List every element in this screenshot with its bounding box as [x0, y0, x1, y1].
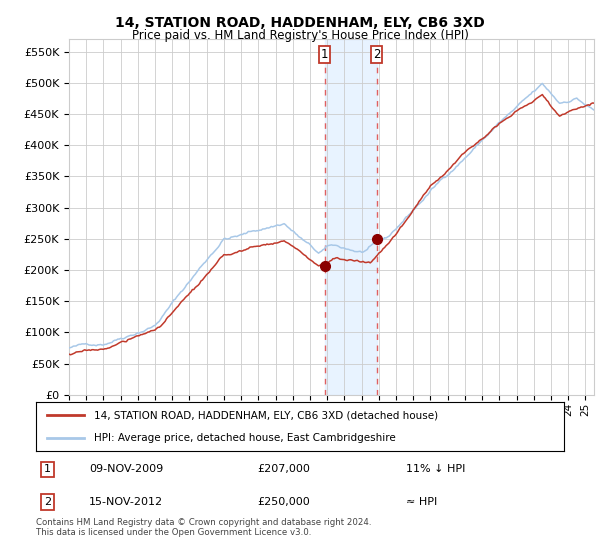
Bar [325, 39, 377, 395]
Text: 2: 2 [373, 48, 380, 61]
Text: £207,000: £207,000 [258, 464, 311, 474]
Text: £250,000: £250,000 [258, 497, 311, 507]
Text: Price paid vs. HM Land Registry's House Price Index (HPI): Price paid vs. HM Land Registry's House … [131, 29, 469, 42]
Text: 09-NOV-2009: 09-NOV-2009 [89, 464, 163, 474]
Text: ≈ HPI: ≈ HPI [406, 497, 437, 507]
Text: Contains HM Land Registry data © Crown copyright and database right 2024.
This d: Contains HM Land Registry data © Crown c… [36, 518, 371, 538]
Text: 14, STATION ROAD, HADDENHAM, ELY, CB6 3XD: 14, STATION ROAD, HADDENHAM, ELY, CB6 3X… [115, 16, 485, 30]
Text: HPI: Average price, detached house, East Cambridgeshire: HPI: Average price, detached house, East… [94, 433, 396, 444]
Text: 14, STATION ROAD, HADDENHAM, ELY, CB6 3XD (detached house): 14, STATION ROAD, HADDENHAM, ELY, CB6 3X… [94, 410, 438, 421]
Text: 2: 2 [44, 497, 51, 507]
Text: 11% ↓ HPI: 11% ↓ HPI [406, 464, 465, 474]
Text: 1: 1 [44, 464, 51, 474]
Text: 15-NOV-2012: 15-NOV-2012 [89, 497, 163, 507]
Text: 1: 1 [321, 48, 329, 61]
